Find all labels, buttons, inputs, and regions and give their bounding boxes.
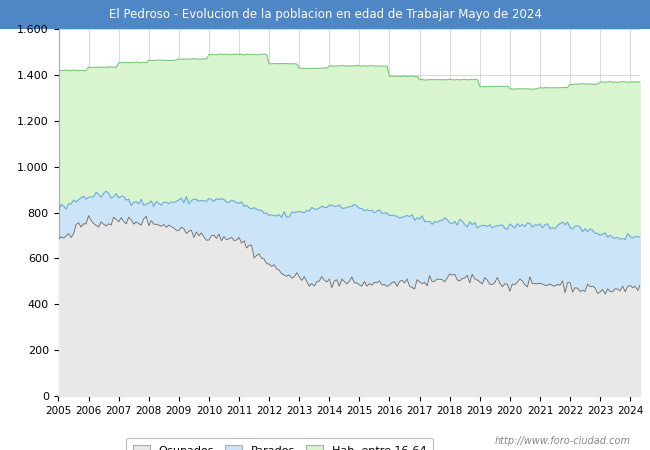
Text: El Pedroso - Evolucion de la poblacion en edad de Trabajar Mayo de 2024: El Pedroso - Evolucion de la poblacion e… [109,8,541,21]
Text: http://www.foro-ciudad.com: http://www.foro-ciudad.com [495,436,630,446]
Legend: Ocupados, Parados, Hab. entre 16-64: Ocupados, Parados, Hab. entre 16-64 [126,438,433,450]
